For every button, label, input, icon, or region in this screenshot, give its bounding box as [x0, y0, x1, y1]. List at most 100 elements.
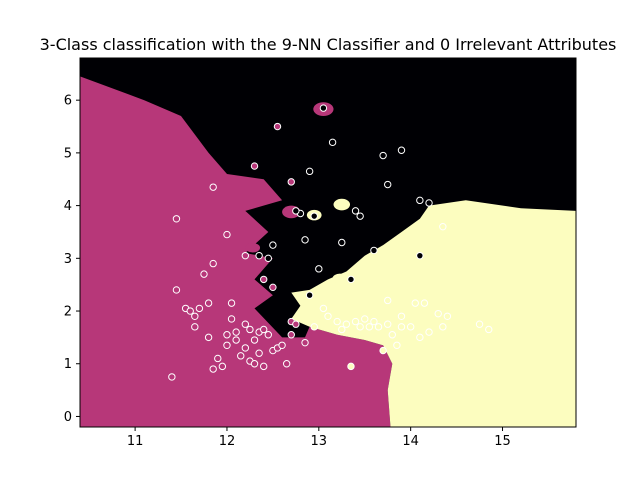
data-point — [301, 236, 309, 244]
data-point — [439, 323, 447, 331]
x-axis: 11 12 13 14 15 — [127, 427, 511, 449]
data-point — [191, 323, 199, 331]
data-point — [191, 312, 199, 320]
x-tick-label: 14 — [402, 434, 419, 449]
data-point — [287, 178, 295, 186]
data-point — [260, 275, 268, 284]
chart-title: 3-Class classification with the 9-NN Cla… — [40, 35, 617, 54]
data-point — [255, 251, 263, 260]
data-point — [475, 320, 484, 328]
data-point — [292, 320, 300, 328]
data-point — [420, 299, 429, 307]
data-point — [319, 304, 328, 313]
data-point — [485, 325, 493, 334]
data-point — [338, 325, 346, 334]
decision-regions — [80, 58, 576, 427]
decision-island — [245, 243, 261, 253]
data-point — [301, 338, 309, 347]
data-point — [388, 331, 396, 339]
data-point — [241, 320, 250, 328]
data-point — [425, 328, 433, 336]
data-point — [204, 299, 213, 307]
data-point — [305, 291, 314, 299]
data-point — [338, 238, 346, 247]
data-point — [287, 331, 295, 339]
data-point — [273, 122, 282, 131]
data-point — [370, 317, 378, 326]
decision-island — [333, 198, 351, 211]
data-point — [232, 336, 240, 344]
data-point — [260, 325, 268, 334]
data-point — [168, 373, 176, 381]
decision-region-class-0 — [80, 58, 576, 338]
data-point — [218, 362, 227, 371]
data-point — [379, 151, 387, 160]
data-point — [443, 312, 452, 320]
y-tick-label: 5 — [64, 146, 72, 161]
training-points — [168, 104, 493, 381]
data-point — [209, 183, 217, 191]
data-point — [209, 365, 217, 373]
data-point — [209, 259, 217, 268]
data-point — [356, 323, 364, 331]
decision-island — [332, 273, 348, 284]
data-point — [227, 299, 236, 307]
data-point — [324, 312, 332, 320]
data-point — [232, 328, 240, 336]
data-point — [241, 344, 250, 352]
plot-frame — [79, 57, 577, 428]
data-point — [264, 254, 272, 263]
y-tick-label: 2 — [64, 305, 72, 320]
data-point — [269, 283, 277, 292]
data-point — [342, 320, 351, 328]
y-tick-label: 1 — [64, 357, 72, 372]
data-point — [416, 196, 424, 205]
data-point — [374, 323, 383, 331]
data-point — [434, 309, 442, 318]
y-tick-label: 0 — [64, 410, 72, 425]
data-point — [411, 299, 419, 307]
data-point — [315, 265, 323, 273]
x-tick-label: 15 — [494, 434, 511, 449]
data-point — [347, 275, 355, 284]
data-point — [384, 180, 392, 189]
data-point — [200, 270, 208, 278]
data-point — [282, 360, 291, 368]
data-point — [384, 296, 392, 305]
data-point — [186, 307, 194, 315]
data-point — [310, 323, 318, 331]
data-point — [365, 323, 374, 331]
data-point — [416, 333, 424, 342]
data-point — [347, 362, 355, 371]
y-tick-label: 4 — [64, 199, 72, 214]
data-point — [214, 354, 222, 363]
data-point — [384, 320, 392, 328]
data-point — [397, 312, 406, 320]
data-point — [397, 146, 406, 154]
data-point — [223, 331, 231, 339]
decision-region-class-2 — [291, 200, 576, 427]
y-axis: 0 1 2 3 4 5 6 — [64, 94, 80, 425]
data-point — [393, 341, 401, 349]
y-tick-label: 6 — [64, 94, 72, 109]
data-point — [255, 349, 263, 357]
data-point — [250, 336, 259, 344]
data-point — [305, 167, 314, 176]
data-point — [264, 331, 272, 339]
x-tick-label: 12 — [219, 434, 236, 449]
data-point — [406, 323, 415, 331]
data-point — [379, 346, 387, 355]
data-point — [241, 251, 250, 260]
data-point — [227, 315, 236, 323]
data-point — [370, 246, 378, 255]
data-point — [250, 360, 259, 368]
data-point — [439, 222, 447, 231]
y-tick-label: 3 — [64, 252, 72, 267]
data-point — [204, 333, 213, 342]
data-point — [397, 323, 406, 331]
data-point — [223, 341, 231, 349]
data-point — [195, 304, 204, 313]
data-point — [351, 317, 360, 326]
decision-region-class-1 — [80, 76, 393, 427]
